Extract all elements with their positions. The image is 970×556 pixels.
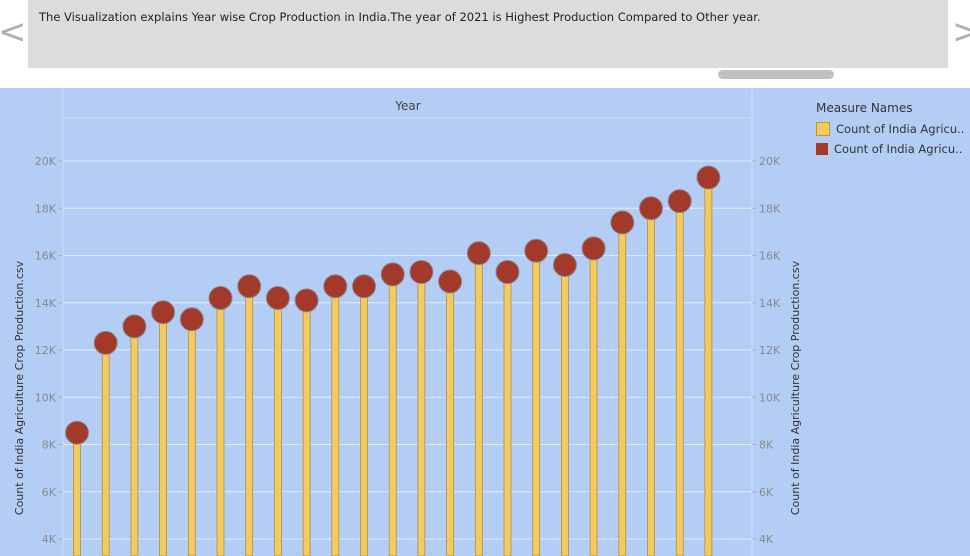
bar[interactable] bbox=[73, 432, 81, 556]
bar[interactable] bbox=[446, 281, 454, 556]
y-tick-label-right: 14K bbox=[759, 297, 781, 310]
y-tick-label-right: 8K bbox=[759, 439, 774, 452]
caption-panel: The Visualization explains Year wise Cro… bbox=[28, 0, 948, 68]
data-point-circle[interactable] bbox=[409, 260, 434, 285]
data-point-circle[interactable] bbox=[237, 274, 262, 299]
horizontal-scrollbar[interactable] bbox=[718, 70, 834, 79]
bar[interactable] bbox=[274, 297, 282, 556]
y-tick-label-left: 14K bbox=[35, 297, 57, 310]
y-tick-label-right: 4K bbox=[759, 533, 774, 546]
bar[interactable] bbox=[618, 222, 627, 556]
legend: Measure Names Count of India Agricu.. Co… bbox=[816, 101, 970, 159]
bar[interactable] bbox=[159, 311, 167, 556]
bar[interactable] bbox=[417, 271, 426, 556]
y-tick-label-right: 16K bbox=[759, 250, 781, 263]
lollipop-chart: 4K 4K 6K 6K 8K 8K 10K 10K 12K 12K 14K 14K 16K 16K 18K 1… bbox=[13, 88, 802, 556]
y-tick-label-right: 18K bbox=[759, 202, 781, 215]
data-point-circle[interactable] bbox=[466, 241, 491, 266]
data-point-circle[interactable] bbox=[639, 196, 663, 221]
data-point-circle[interactable] bbox=[208, 286, 233, 311]
data-point-circle[interactable] bbox=[179, 307, 204, 332]
data-point-circle[interactable] bbox=[380, 262, 405, 287]
y-axis-title-right: Count of India Agriculture Crop Producti… bbox=[789, 260, 802, 515]
y-tick-label-right: 12K bbox=[759, 344, 781, 357]
bar[interactable] bbox=[561, 264, 569, 556]
bar[interactable] bbox=[187, 318, 196, 556]
bar[interactable] bbox=[704, 177, 713, 556]
data-point-circle[interactable] bbox=[667, 189, 692, 214]
data-point-circle[interactable] bbox=[552, 252, 577, 277]
data-point-circle[interactable] bbox=[65, 420, 89, 445]
data-point-circle[interactable] bbox=[610, 210, 635, 235]
bar[interactable] bbox=[474, 252, 483, 556]
year-header: Year bbox=[394, 99, 420, 113]
bar[interactable] bbox=[360, 285, 368, 556]
legend-label: Count of India Agricu.. bbox=[836, 122, 965, 136]
y-tick-label-left: 6K bbox=[42, 486, 57, 499]
next-arrow-icon[interactable]: > bbox=[952, 12, 970, 52]
bar[interactable] bbox=[503, 271, 512, 556]
data-point-circle[interactable] bbox=[151, 300, 176, 325]
bar[interactable] bbox=[532, 250, 541, 556]
data-point-circle[interactable] bbox=[122, 314, 147, 339]
bar[interactable] bbox=[589, 248, 598, 556]
data-point-circle[interactable] bbox=[524, 238, 549, 263]
data-point-circle[interactable] bbox=[93, 330, 118, 355]
data-point-circle[interactable] bbox=[294, 288, 319, 313]
y-tick-label-right: 6K bbox=[759, 486, 774, 499]
bar[interactable] bbox=[101, 342, 110, 556]
bar[interactable] bbox=[216, 297, 225, 556]
y-tick-label-left: 20K bbox=[35, 155, 57, 168]
data-point-circle[interactable] bbox=[265, 286, 290, 311]
bar[interactable] bbox=[388, 274, 397, 556]
data-point-circle[interactable] bbox=[581, 236, 606, 261]
y-tick-label-left: 18K bbox=[35, 202, 57, 215]
data-point-circle[interactable] bbox=[495, 260, 520, 285]
bar[interactable] bbox=[130, 326, 139, 556]
data-point-circle[interactable] bbox=[323, 274, 348, 299]
data-point-circle[interactable] bbox=[352, 274, 376, 299]
data-point-circle[interactable] bbox=[696, 165, 721, 190]
bar[interactable] bbox=[675, 200, 684, 556]
bar[interactable] bbox=[302, 300, 311, 556]
y-axis-title-left: Count of India Agriculture Crop Producti… bbox=[13, 260, 26, 515]
y-tick-label-left: 8K bbox=[42, 439, 57, 452]
legend-swatch-bar bbox=[816, 122, 830, 136]
bar[interactable] bbox=[245, 285, 254, 556]
bar[interactable] bbox=[331, 285, 340, 556]
chart-area: 4K 4K 6K 6K 8K 8K 10K 10K 12K 12K 14K 14K 16K 16K 18K 1… bbox=[0, 88, 970, 556]
y-tick-label-right: 10K bbox=[759, 391, 781, 404]
y-tick-label-left: 16K bbox=[35, 250, 57, 263]
legend-swatch-circle bbox=[816, 143, 828, 155]
y-tick-label-right: 20K bbox=[759, 155, 781, 168]
legend-item-bar[interactable]: Count of India Agricu.. bbox=[816, 119, 970, 139]
y-tick-label-left: 12K bbox=[35, 344, 57, 357]
caption-text: The Visualization explains Year wise Cro… bbox=[39, 10, 761, 24]
legend-item-circle[interactable]: Count of India Agricu.. bbox=[816, 139, 970, 159]
y-tick-label-left: 4K bbox=[42, 533, 57, 546]
legend-label: Count of India Agricu.. bbox=[834, 142, 963, 156]
y-tick-label-left: 10K bbox=[35, 391, 57, 404]
legend-title: Measure Names bbox=[816, 101, 913, 115]
bar[interactable] bbox=[647, 207, 655, 556]
previous-arrow-icon[interactable]: < bbox=[0, 12, 27, 52]
data-point-circle[interactable] bbox=[438, 269, 463, 294]
